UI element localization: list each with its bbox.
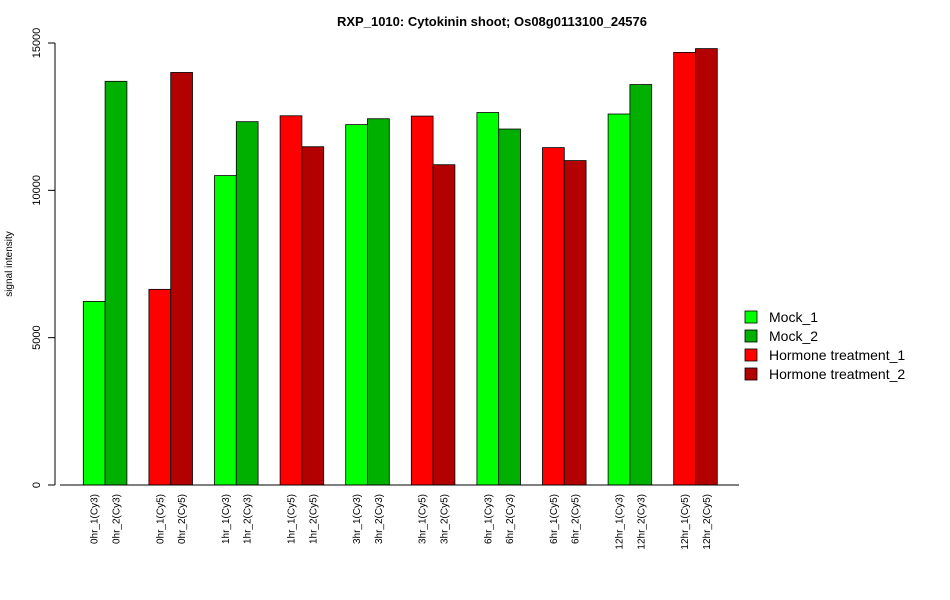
bar-0hr_1(Cy5) [148, 288, 172, 486]
y-axis-label: signal intensity [4, 231, 15, 297]
bar-1hr_2(Cy5) [301, 146, 325, 486]
bar-0hr_2(Cy3) [104, 80, 128, 486]
bar-6hr_1(Cy3) [476, 112, 500, 486]
category-label: 1hr_1(Cy3) [221, 494, 232, 544]
category-label: 1hr_2(Cy5) [308, 494, 319, 544]
category-label: 3hr_2(Cy3) [374, 494, 385, 544]
category-label: 3hr_1(Cy3) [352, 494, 363, 544]
y-tick-label: 0 [31, 482, 43, 488]
category-label: 12hr_2(Cy5) [702, 494, 713, 550]
category-label: 12hr_1(Cy3) [615, 494, 626, 550]
legend-swatch [744, 348, 758, 362]
legend-label: Hormone treatment_1 [769, 347, 905, 363]
category-label: 0hr_1(Cy3) [90, 494, 101, 544]
bar-1hr_2(Cy3) [235, 121, 259, 486]
bar-3hr_1(Cy3) [345, 124, 368, 486]
category-label: 1hr_1(Cy5) [287, 494, 298, 544]
bar-0hr_2(Cy5) [170, 72, 193, 486]
y-axis: 0 5000 10000 15000 [31, 28, 56, 488]
bar-12hr_2(Cy3) [629, 84, 653, 486]
category-label: 0hr_2(Cy3) [112, 494, 123, 544]
category-label: 0hr_1(Cy5) [155, 494, 166, 544]
legend-swatch [744, 367, 758, 381]
y-tick-label: 10000 [31, 175, 43, 206]
bar-3hr_2(Cy5) [432, 164, 456, 486]
category-label: 3hr_2(Cy5) [440, 494, 451, 544]
chart-title: RXP_1010: Cytokinin shoot; Os08g0113100_… [337, 14, 647, 29]
category-label: 6hr_1(Cy3) [483, 494, 494, 544]
bar-6hr_2(Cy5) [563, 160, 587, 486]
bar-3hr_1(Cy5) [410, 115, 434, 486]
bar-0hr_1(Cy3) [82, 301, 106, 486]
bar-3hr_2(Cy3) [367, 118, 390, 486]
y-tick-label: 15000 [31, 28, 43, 59]
legend-label: Mock_2 [769, 328, 818, 344]
bars-group [82, 48, 718, 486]
legend: Mock_1 Mock_2 Hormone treatment_1 Hormone t… [744, 309, 905, 382]
bar-12hr_1(Cy3) [607, 113, 631, 486]
category-label: 6hr_1(Cy5) [549, 494, 560, 544]
category-label: 1hr_2(Cy3) [243, 494, 254, 544]
legend-label: Hormone treatment_2 [769, 366, 905, 382]
legend-swatch [744, 310, 758, 324]
bar-1hr_1(Cy5) [279, 115, 303, 486]
category-label: 12hr_2(Cy3) [636, 494, 647, 550]
bar-12hr_1(Cy5) [673, 52, 696, 486]
category-label: 6hr_2(Cy3) [505, 494, 516, 544]
category-label: 0hr_2(Cy5) [177, 494, 188, 544]
category-labels: 0hr_1(Cy3) 0hr_2(Cy3) 0hr_1(Cy5) 0hr_2(Cy5)… [90, 494, 713, 550]
category-label: 12hr_1(Cy5) [680, 494, 691, 550]
legend-swatch [744, 329, 758, 343]
category-label: 3hr_1(Cy5) [418, 494, 429, 544]
category-label: 6hr_2(Cy5) [571, 494, 582, 544]
legend-label: Mock_1 [769, 309, 818, 325]
bar-6hr_1(Cy5) [542, 147, 565, 486]
bar-1hr_1(Cy3) [214, 175, 237, 486]
y-tick-label: 5000 [31, 325, 43, 349]
bar-12hr_2(Cy5) [695, 48, 718, 486]
bar-6hr_2(Cy3) [498, 128, 521, 486]
